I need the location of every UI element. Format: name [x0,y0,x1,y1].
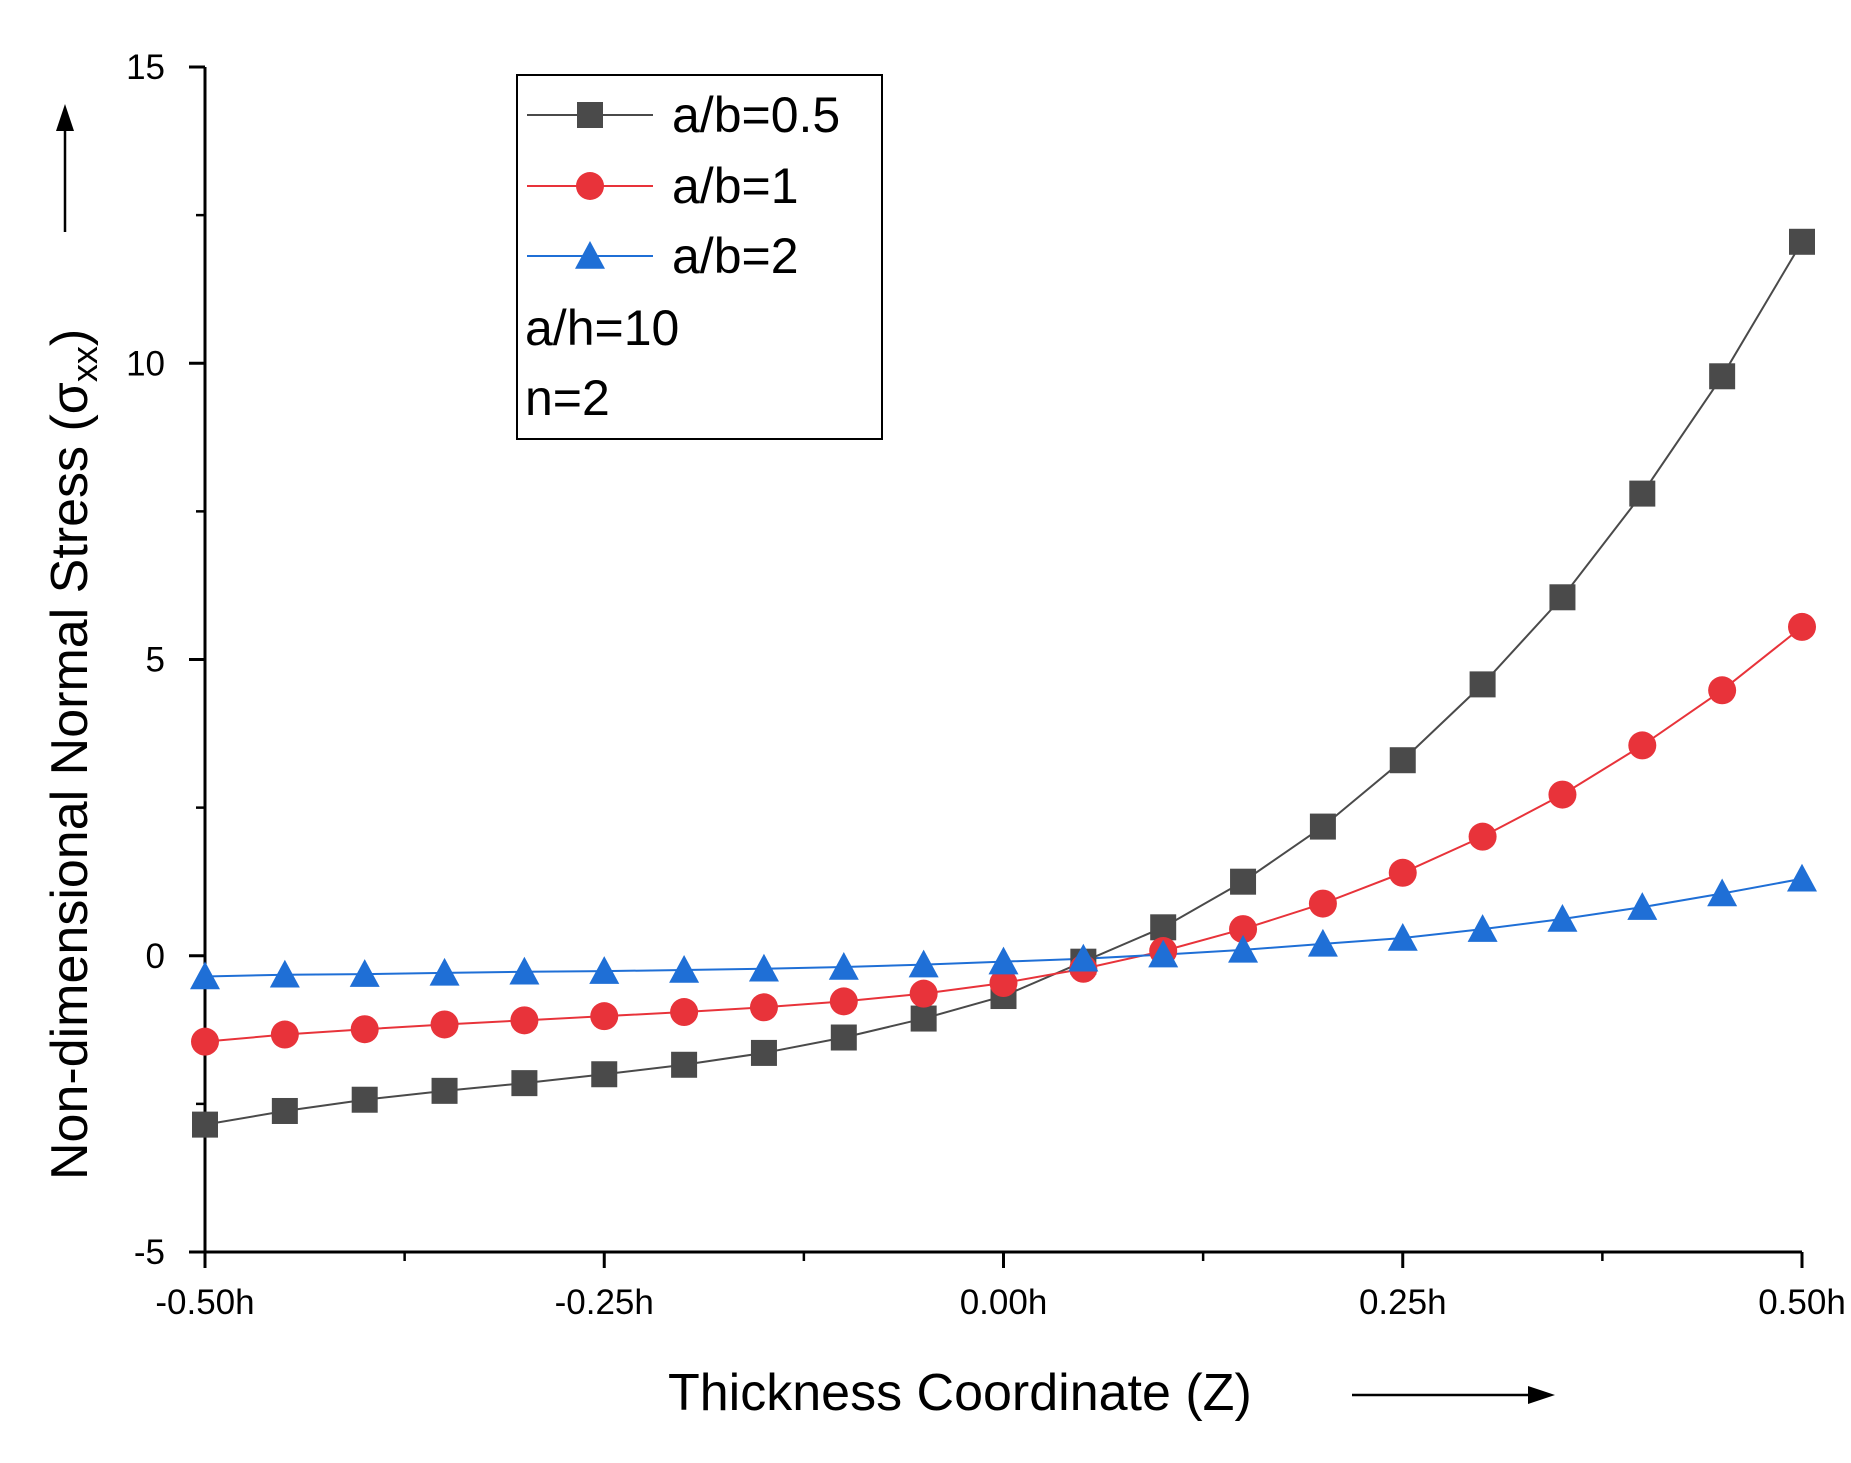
series-1-point [1308,889,1337,918]
y-axis-title-main: Non-dimensional Normal Stress ( [41,414,99,1180]
legend: a/b=0.5 a/b=1 a/b=2 a/h=10 n=2 [516,74,883,440]
series-0-point [431,1077,458,1104]
y-tick-label: 10 [126,344,165,383]
tick-labels: -0.50h -0.25h 0.00h 0.25h 0.50h -5 0 5 10 15 [126,48,1846,1322]
series-1-point [430,1010,459,1039]
series-1-point [510,1006,539,1035]
series-0-point [271,1097,298,1124]
series-2-point [429,957,460,986]
series-0-point [192,1111,218,1138]
series-2-point [908,949,939,978]
y-axis-title-close: ) [41,329,99,346]
series-2-point [1787,863,1817,892]
y-axis-arrow [56,104,74,232]
series-0-point [511,1070,538,1097]
axes [203,67,1802,1254]
series-1-point [989,969,1018,998]
series-0-point [910,1005,937,1032]
series-2-point [1547,904,1578,932]
legend-label: a/b=1 [672,158,799,214]
series-2-point [190,961,220,990]
legend-marker [577,102,603,128]
series-1-point [1468,822,1497,851]
x-tick-label: 0.25h [1359,1283,1447,1322]
series-2-point [669,954,700,983]
series-1-point [670,998,699,1027]
series-0-point [1150,914,1177,941]
y-axis-title: Non-dimensional Normal Stress (σxx) [41,329,105,1180]
series-1-point [191,1027,219,1056]
legend-label: a/b=0.5 [672,87,840,143]
series-2-point [1627,892,1658,920]
series-2-point [509,956,540,985]
series-1-point [909,979,938,1008]
series-2-point [349,959,380,987]
series-1-point [1388,858,1417,887]
y-tick-label: 0 [146,937,165,976]
series-0-point [1629,480,1656,507]
series-0-point [1789,228,1815,255]
series-2-point [1467,914,1498,942]
series-1-point [1788,612,1816,641]
series-0-point [591,1061,618,1088]
legend-marker [576,172,604,200]
series-1-point [590,1002,619,1031]
series-1-point [1548,780,1577,809]
x-tick-label: -0.25h [555,1283,654,1322]
series-1-point [1708,676,1737,705]
series-1-point [270,1020,299,1049]
y-tick-label: -5 [134,1233,165,1272]
tick-marks [189,65,1804,1268]
series-2-point [1148,939,1179,968]
series-2-point [1387,922,1418,951]
series-2-point [589,956,620,984]
series-0-point [750,1039,777,1066]
y-tick-label: 5 [146,641,165,680]
x-tick-label: 0.00h [960,1283,1048,1322]
series-0-point [1709,363,1736,390]
y-tick-label: 15 [126,48,165,87]
series-0-point [1309,813,1336,840]
series-2-point [1068,943,1099,972]
series-0-point [1549,584,1576,611]
y-axis-title-symbol: σ [41,382,99,414]
x-axis-title: Thickness Coordinate (Z) [668,1364,1252,1422]
series-2-point [1707,878,1738,907]
legend-entries: a/b=0.5 a/b=1 a/b=2 [527,87,840,284]
series-0-point [351,1086,378,1113]
series-0-point [1230,868,1257,895]
series-2-point [1228,934,1259,963]
series-0-point [1389,747,1416,774]
x-tick-label: -0.50h [155,1283,254,1322]
y-axis-title-subscript: xx [64,346,105,382]
legend-label: a/b=2 [672,228,799,284]
series-2-point [1307,928,1338,957]
series-2-point [748,953,779,982]
series-1-point [829,987,858,1016]
series-0-point [671,1051,698,1078]
series-1-point [1229,915,1258,944]
series-1-point [749,993,778,1022]
series-markers [190,228,1817,1138]
legend-marker [575,241,605,269]
x-axis-arrow [1352,1386,1555,1404]
series-1-point [1628,731,1657,760]
legend-note-ah: a/h=10 [525,300,679,356]
series-2-point [988,946,1019,975]
y-axis-title-group: Non-dimensional Normal Stress (σxx) [41,329,105,1180]
series-1-point [350,1015,379,1044]
x-tick-label: 0.50h [1758,1283,1846,1322]
series-2-point [269,959,300,988]
series-0-point [830,1024,857,1051]
series-2-point [828,952,859,980]
series-0-point [1469,671,1496,698]
legend-note-n: n=2 [525,370,610,426]
